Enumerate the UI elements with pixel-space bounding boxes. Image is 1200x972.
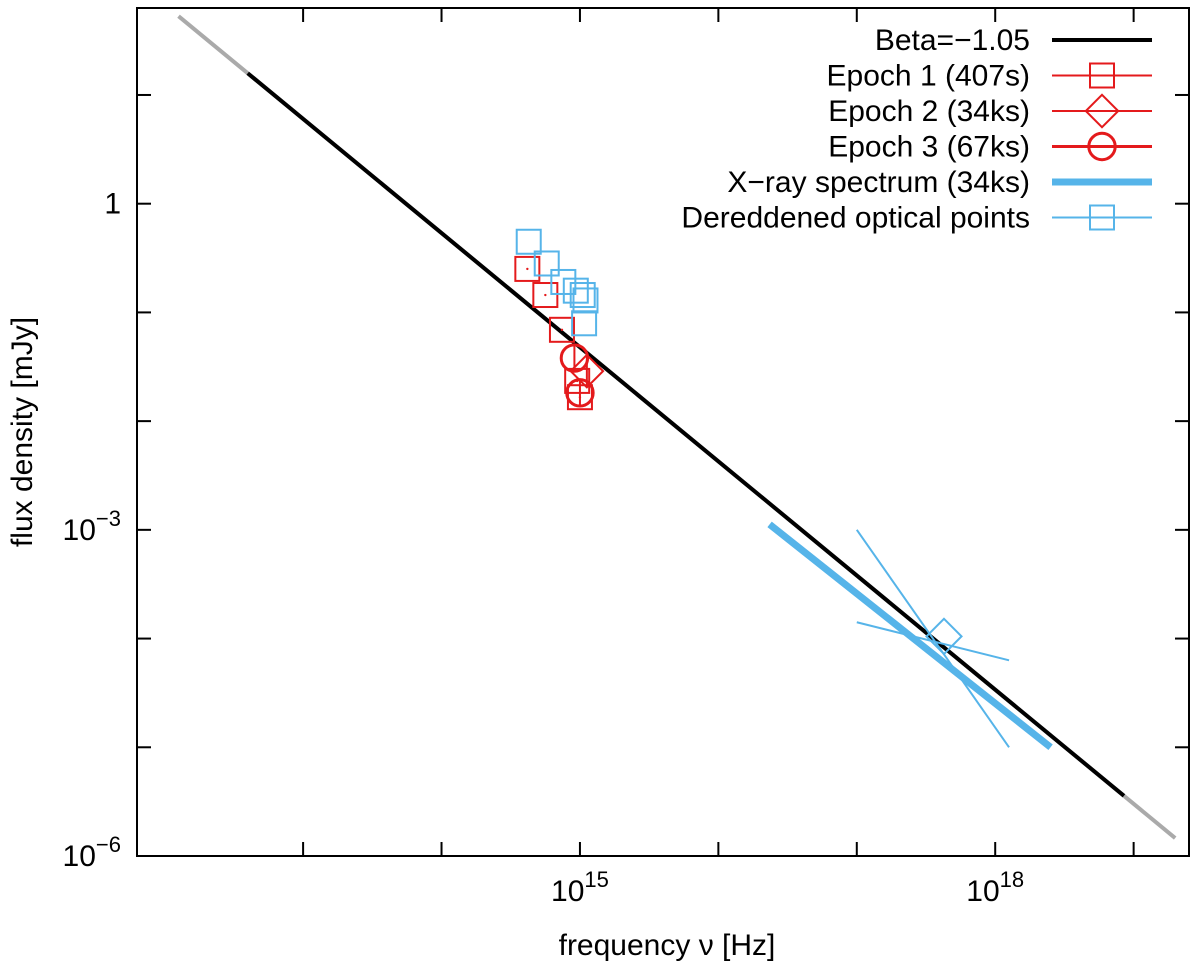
legend-entry: X−ray spectrum (34ks) bbox=[727, 166, 1152, 199]
square-marker bbox=[562, 277, 589, 304]
y-tick-label: 1 bbox=[104, 188, 121, 221]
y-axis-label: flux density [mJy] bbox=[6, 317, 39, 547]
square-marker bbox=[1089, 62, 1115, 89]
center-dot bbox=[560, 328, 564, 332]
square-marker bbox=[514, 255, 541, 282]
square-marker bbox=[515, 228, 542, 255]
square-marker bbox=[571, 310, 598, 337]
legend-label: Epoch 1 (407s) bbox=[827, 60, 1030, 93]
legend-label: Epoch 3 (67ks) bbox=[828, 131, 1030, 164]
square-marker bbox=[533, 250, 560, 277]
legend-entry: Epoch 1 (407s) bbox=[827, 60, 1152, 93]
series-x-ray-bowtie bbox=[855, 529, 1010, 748]
square-marker bbox=[548, 316, 575, 343]
legend-entry: Dereddened optical points bbox=[681, 202, 1152, 235]
legend-entry: Epoch 2 (34ks) bbox=[828, 93, 1152, 129]
diamond-marker bbox=[569, 353, 605, 389]
powerlaw-line bbox=[246, 71, 1126, 798]
x-tick-label: 1018 bbox=[966, 867, 1024, 908]
x-axis-label: frequency ν [Hz] bbox=[559, 929, 776, 962]
bowtie-steep-line bbox=[855, 529, 1010, 748]
legend-label: Dereddened optical points bbox=[681, 202, 1030, 235]
axis-ticks bbox=[137, 8, 1189, 857]
diamond-marker bbox=[925, 617, 963, 656]
circle-marker bbox=[1087, 131, 1117, 162]
bowtie-shallow-line bbox=[856, 621, 1010, 662]
series-epoch-3-67ks- bbox=[559, 343, 595, 408]
plot-frame bbox=[136, 7, 1190, 857]
square-marker bbox=[532, 282, 559, 309]
square-marker bbox=[569, 282, 596, 309]
diamond-marker bbox=[1084, 93, 1120, 129]
series-epoch-1-407s- bbox=[514, 255, 593, 411]
center-dot bbox=[526, 267, 529, 271]
center-dot bbox=[544, 293, 547, 297]
legend-label: Epoch 2 (34ks) bbox=[828, 95, 1030, 128]
legend-label: X−ray spectrum (34ks) bbox=[727, 166, 1030, 199]
y-tick-label: 10−3 bbox=[63, 506, 121, 547]
tick-labels: 1015 1018 1 10−3 10−6 bbox=[63, 188, 1025, 908]
legend-entry: Epoch 3 (67ks) bbox=[828, 131, 1152, 164]
square-marker bbox=[564, 367, 591, 394]
series-x-ray-spectrum-34ks- bbox=[767, 521, 1053, 751]
series-beta-1-05 bbox=[177, 14, 1177, 840]
square-marker bbox=[572, 287, 599, 314]
square-marker bbox=[1089, 204, 1115, 231]
legend-entry: Beta=−1.05 bbox=[875, 24, 1152, 57]
legend-label: Beta=−1.05 bbox=[875, 24, 1030, 57]
y-tick-label: 10−6 bbox=[63, 832, 121, 873]
plot-area bbox=[177, 14, 1177, 840]
x-tick-label: 1015 bbox=[551, 867, 609, 908]
xray-spectrum-line bbox=[767, 521, 1053, 751]
series-dereddened-optical-points bbox=[515, 228, 599, 337]
